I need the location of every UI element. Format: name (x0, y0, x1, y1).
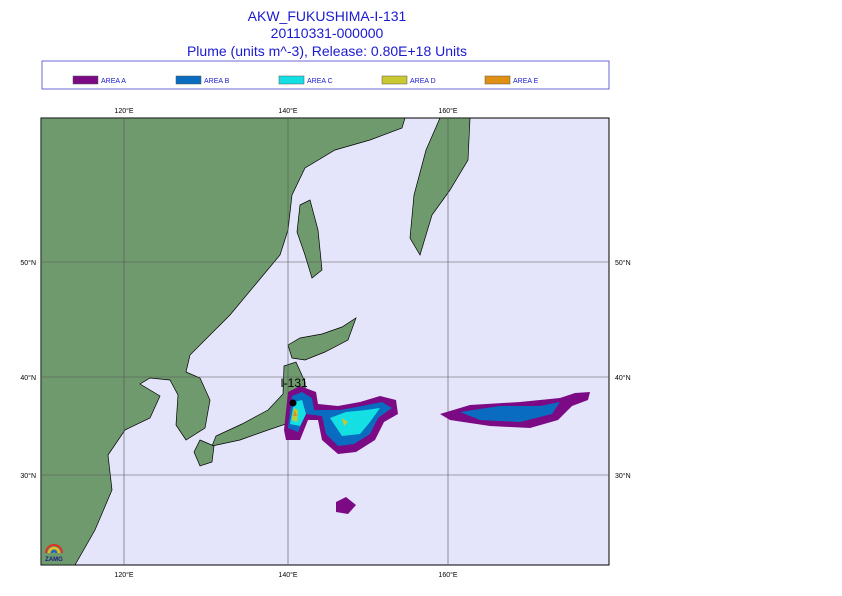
logo-arc (51, 550, 57, 554)
kamchatka (409, 117, 471, 256)
legend-swatch (175, 75, 202, 85)
kyushu (193, 439, 215, 467)
mainland (40, 117, 406, 566)
lat-label: 40°N (615, 374, 631, 382)
lon-label: 120°E (114, 107, 133, 115)
lat-label: 30°N (615, 472, 631, 480)
lon-label: 140°E (278, 107, 297, 115)
lon-label: 140°E (278, 571, 297, 579)
lat-label: 50°N (20, 259, 36, 267)
date: 20110331-000000 (271, 25, 384, 41)
lon-label: 120°E (114, 571, 133, 579)
graticule (41, 118, 609, 565)
plume-area (293, 410, 297, 416)
sakhalin (296, 199, 323, 279)
lon-label: 160°E (438, 107, 457, 115)
axis-labels: 120°E 120°E 140°E 140°E 160°E 160°E 50°N 50°N 40… (20, 107, 630, 579)
legend-swatch (484, 75, 511, 85)
map: I-131 ZAMG (40, 117, 610, 566)
legend-label: AREA B (204, 78, 230, 85)
honshu (211, 361, 307, 447)
legend-swatch (381, 75, 408, 85)
subtitle: Plume (units m^-3), Release: 0.80E+18 Un… (187, 43, 467, 59)
source-marker (289, 399, 297, 407)
source-label: I-131 (280, 376, 308, 390)
legend-label: AREA D (410, 78, 436, 85)
logo-text: ZAMG (45, 557, 63, 563)
lat-label: 30°N (20, 472, 36, 480)
lat-label: 40°N (20, 374, 36, 382)
legend-label: AREA C (307, 78, 333, 85)
lat-label: 50°N (615, 259, 631, 267)
lon-label: 160°E (438, 571, 457, 579)
logo: ZAMG (45, 544, 63, 563)
hokkaido (287, 317, 357, 361)
logo-arc (48, 547, 60, 554)
legend: AREA A AREA B AREA C AREA D AREA E (72, 75, 539, 85)
plume (284, 386, 590, 514)
legend-box (41, 60, 610, 90)
legend-swatch (278, 75, 305, 85)
legend-label: AREA E (513, 78, 539, 85)
logo-arc (45, 544, 63, 554)
plume-area (290, 400, 380, 436)
title: AKW_FUKUSHIMA-I-131 (248, 8, 407, 24)
legend-label: AREA A (101, 78, 126, 85)
legend-swatch (72, 75, 99, 85)
